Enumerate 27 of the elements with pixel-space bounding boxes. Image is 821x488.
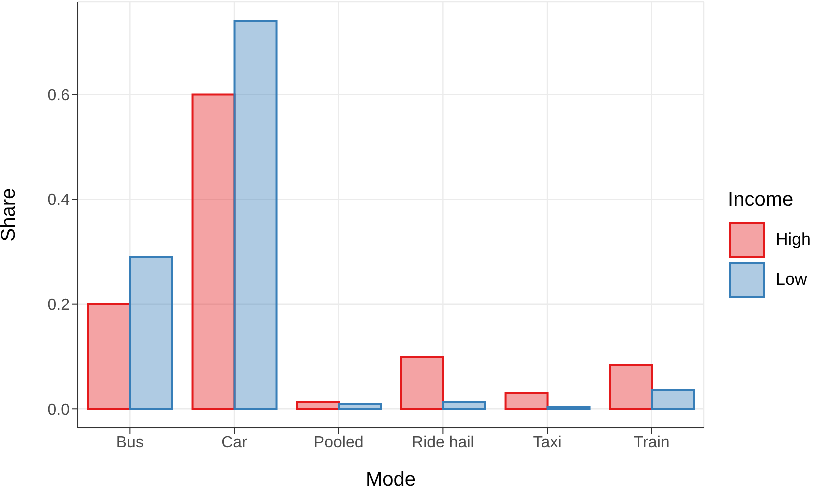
bar <box>338 403 382 410</box>
bar <box>504 392 549 410</box>
x-tick-label: Pooled <box>314 434 364 452</box>
bar <box>192 94 236 410</box>
legend-label: Low <box>776 270 808 290</box>
legend-label: High <box>776 230 811 250</box>
x-tick-label: Car <box>222 434 248 452</box>
bar <box>234 20 278 410</box>
bar <box>442 401 486 410</box>
y-tick-label: 0.0 <box>48 402 70 419</box>
bar <box>400 356 444 410</box>
x-tick-label: Train <box>634 434 670 452</box>
bar <box>651 389 696 410</box>
bar <box>87 303 132 410</box>
y-tick-label: 0.6 <box>48 87 70 104</box>
bar <box>546 406 591 410</box>
x-tick-label: Bus <box>116 434 144 452</box>
bar <box>296 401 340 410</box>
x-axis-title: Mode <box>366 469 416 488</box>
y-tick-label: 0.2 <box>48 297 70 314</box>
y-tick-label: 0.4 <box>48 192 70 210</box>
legend-title: Income <box>728 188 795 212</box>
bar <box>129 256 174 410</box>
bar <box>609 364 654 410</box>
x-tick-label: Ride hail <box>412 434 474 452</box>
x-tick-label: Taxi <box>533 434 562 452</box>
y-axis-title: Share <box>0 188 20 242</box>
